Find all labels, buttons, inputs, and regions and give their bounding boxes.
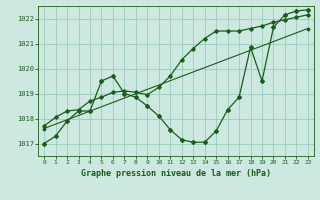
X-axis label: Graphe pression niveau de la mer (hPa): Graphe pression niveau de la mer (hPa) [81,169,271,178]
